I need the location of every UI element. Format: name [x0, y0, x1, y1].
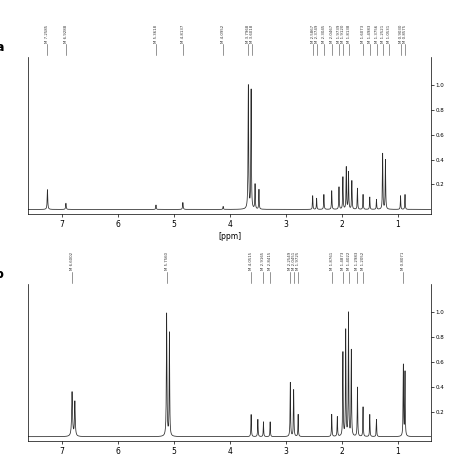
- Text: M 5.3618: M 5.3618: [154, 25, 158, 43]
- Text: M 1.9739: M 1.9739: [337, 24, 341, 43]
- Text: M 0.8071: M 0.8071: [401, 252, 405, 270]
- X-axis label: [ppm]: [ppm]: [219, 232, 241, 241]
- Text: M 2.3749: M 2.3749: [315, 24, 319, 43]
- Text: M 5.7560: M 5.7560: [164, 252, 169, 270]
- Text: M 7.2585: M 7.2585: [46, 25, 49, 43]
- Text: M 2.8415: M 2.8415: [268, 252, 272, 270]
- Text: M 0.8575: M 0.8575: [403, 25, 407, 43]
- Text: M 6.9288: M 6.9288: [64, 25, 68, 43]
- Text: M 1.4873: M 1.4873: [341, 252, 345, 270]
- Text: M 2.3045: M 2.3045: [322, 25, 326, 43]
- Text: M 2.5867: M 2.5867: [311, 25, 315, 43]
- Text: M 4.0515: M 4.0515: [249, 252, 253, 270]
- Text: M 1.8138: M 1.8138: [346, 24, 350, 43]
- Text: b: b: [0, 268, 4, 281]
- Text: M 2.0451: M 2.0451: [292, 252, 296, 270]
- Text: M 2.0467: M 2.0467: [330, 25, 334, 43]
- Text: M 1.9120: M 1.9120: [341, 24, 345, 43]
- Text: M 1.0531: M 1.0531: [387, 25, 392, 43]
- Text: M 3.7968: M 3.7968: [246, 25, 250, 43]
- Text: M 6.6002: M 6.6002: [70, 252, 74, 270]
- Text: M 1.4983: M 1.4983: [368, 24, 372, 43]
- Text: M 1.6073: M 1.6073: [361, 25, 365, 43]
- Text: a: a: [0, 41, 4, 54]
- Text: M 3.6018: M 3.6018: [250, 25, 254, 43]
- Text: M 4.0952: M 4.0952: [221, 25, 225, 43]
- Text: M 1.2521: M 1.2521: [381, 25, 385, 43]
- Text: M 1.4022: M 1.4022: [346, 252, 350, 270]
- Text: M 1.8761: M 1.8761: [330, 252, 334, 270]
- Text: M 1.2052: M 1.2052: [361, 252, 365, 270]
- Text: M 2.9165: M 2.9165: [262, 252, 265, 270]
- Text: M 4.8137: M 4.8137: [181, 24, 185, 43]
- Text: M 1.2983: M 1.2983: [356, 252, 359, 270]
- Text: M 2.2549: M 2.2549: [288, 252, 292, 270]
- Text: M 1.3756: M 1.3756: [374, 25, 379, 43]
- Text: M 0.9030: M 0.9030: [399, 24, 402, 43]
- Text: M 1.9725: M 1.9725: [296, 252, 300, 270]
